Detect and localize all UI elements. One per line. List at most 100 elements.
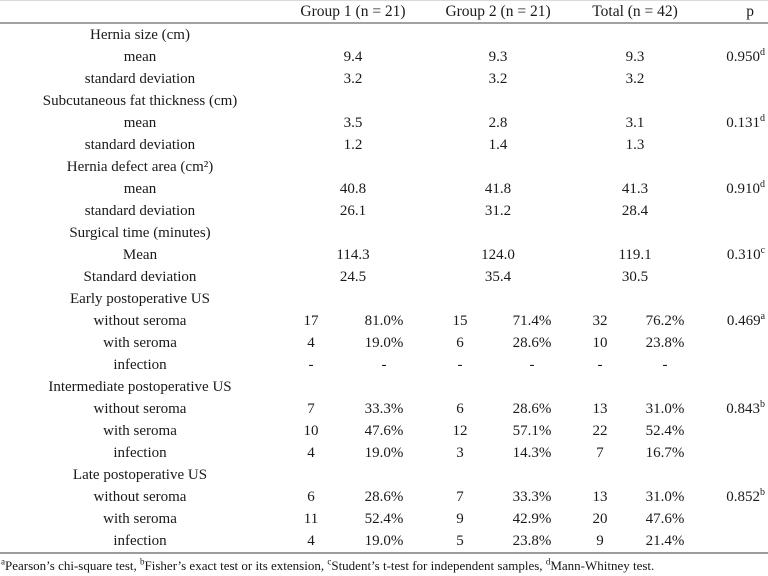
row-label: standard deviation bbox=[84, 71, 196, 87]
total-count: 9 bbox=[596, 533, 604, 549]
total-count: 7 bbox=[596, 445, 604, 461]
count-row: without seroma 6 28.6% 7 33.3% 13 31.0% … bbox=[0, 486, 768, 508]
p-value-cell bbox=[700, 134, 768, 156]
total-percent: 16.7% bbox=[645, 445, 685, 461]
section-row: Early postoperative US bbox=[0, 288, 768, 310]
group2-value: 3.2 bbox=[488, 71, 508, 87]
group2-percent: 42.9% bbox=[512, 511, 552, 527]
section-label: Hernia size (cm) bbox=[90, 27, 190, 43]
footnote: aPearson’s chi-square test, bFisher’s ex… bbox=[0, 554, 768, 574]
p-value: 0.469 bbox=[726, 313, 761, 329]
group1-count: 6 bbox=[307, 489, 315, 505]
count-row: infection 4 19.0% 5 23.8% 9 21.4% bbox=[0, 530, 768, 553]
count-row: infection 4 19.0% 3 14.3% 7 16.7% bbox=[0, 442, 768, 464]
section-label: Surgical time (minutes) bbox=[69, 225, 211, 241]
row-label: mean bbox=[123, 49, 157, 65]
group2-value: 124.0 bbox=[481, 247, 515, 263]
group2-value: 41.8 bbox=[484, 181, 512, 197]
group2-count: 6 bbox=[456, 335, 464, 351]
row-label: without seroma bbox=[93, 489, 187, 505]
empty-cell bbox=[280, 288, 768, 310]
group2-count: 6 bbox=[456, 401, 464, 417]
p-value-cell bbox=[700, 442, 768, 464]
group1-count: 11 bbox=[303, 511, 319, 527]
section-row: Hernia defect area (cm²) bbox=[0, 156, 768, 178]
total-percent: - bbox=[662, 357, 668, 373]
results-table: Group 1 (n = 21) Group 2 (n = 21) Total … bbox=[0, 0, 768, 554]
stat-row: standard deviation 26.1 31.2 28.4 bbox=[0, 200, 768, 222]
p-value: 0.310 bbox=[726, 247, 761, 263]
total-percent: 23.8% bbox=[645, 335, 685, 351]
p-value-cell: 0.843b bbox=[700, 398, 768, 420]
total-percent: 52.4% bbox=[645, 423, 685, 439]
section-label: Intermediate postoperative US bbox=[48, 379, 232, 395]
section-row: Surgical time (minutes) bbox=[0, 222, 768, 244]
group1-count: 4 bbox=[307, 445, 315, 461]
total-percent: 47.6% bbox=[645, 511, 685, 527]
p-value: 0.950 bbox=[726, 49, 761, 65]
column-header-total: Total (n = 42) bbox=[570, 0, 701, 24]
total-value: 41.3 bbox=[621, 181, 649, 197]
row-label: without seroma bbox=[93, 313, 187, 329]
p-value-cell: 0.910d bbox=[700, 178, 768, 200]
group2-percent: 33.3% bbox=[512, 489, 552, 505]
p-superscript: a bbox=[760, 311, 766, 322]
row-label: mean bbox=[123, 181, 157, 197]
group2-count: 12 bbox=[452, 423, 468, 439]
empty-cell bbox=[280, 464, 768, 486]
p-value-cell bbox=[700, 530, 768, 553]
group1-percent: 81.0% bbox=[364, 313, 404, 329]
group1-count: 4 bbox=[307, 335, 315, 351]
p-value-cell: 0.852b bbox=[700, 486, 768, 508]
total-count: 32 bbox=[592, 313, 608, 329]
p-value: 0.131 bbox=[726, 115, 761, 131]
p-superscript: d bbox=[760, 179, 766, 190]
group2-percent: 28.6% bbox=[512, 401, 552, 417]
group1-count: 17 bbox=[303, 313, 319, 329]
p-superscript: b bbox=[760, 487, 766, 498]
section-row: Hernia size (cm) bbox=[0, 23, 768, 46]
column-header-p: p bbox=[700, 0, 768, 24]
stat-row: standard deviation 1.2 1.4 1.3 bbox=[0, 134, 768, 156]
total-percent: 31.0% bbox=[645, 401, 685, 417]
group1-value: 3.2 bbox=[343, 71, 363, 87]
stat-row: Standard deviation 24.5 35.4 30.5 bbox=[0, 266, 768, 288]
count-row: with seroma 4 19.0% 6 28.6% 10 23.8% bbox=[0, 332, 768, 354]
group2-count: 5 bbox=[456, 533, 464, 549]
p-value-cell bbox=[700, 68, 768, 90]
section-row: Late postoperative US bbox=[0, 464, 768, 486]
row-label: standard deviation bbox=[84, 137, 196, 153]
footnote-superscript-d: d bbox=[545, 556, 551, 567]
stat-row: mean 3.5 2.8 3.1 0.131d bbox=[0, 112, 768, 134]
group2-count: 7 bbox=[456, 489, 464, 505]
total-percent: 76.2% bbox=[645, 313, 685, 329]
count-row: without seroma 7 33.3% 6 28.6% 13 31.0% … bbox=[0, 398, 768, 420]
p-value-cell: 0.469a bbox=[700, 310, 768, 332]
footnote-superscript-a: a bbox=[1, 556, 5, 567]
section-label: Early postoperative US bbox=[70, 291, 210, 307]
count-row: infection - - - - - - bbox=[0, 354, 768, 376]
count-row: with seroma 11 52.4% 9 42.9% 20 47.6% bbox=[0, 508, 768, 530]
total-count: 22 bbox=[592, 423, 608, 439]
group2-percent: 71.4% bbox=[512, 313, 552, 329]
section-row: Subcutaneous fat thickness (cm) bbox=[0, 90, 768, 112]
footnote-superscript-b: b bbox=[140, 556, 145, 567]
row-label-header bbox=[0, 0, 280, 24]
group1-percent: 19.0% bbox=[364, 445, 404, 461]
header-row: Group 1 (n = 21) Group 2 (n = 21) Total … bbox=[0, 0, 768, 24]
p-value: 0.852 bbox=[726, 489, 761, 505]
group1-percent: - bbox=[381, 357, 387, 373]
p-value-cell: 0.310c bbox=[700, 244, 768, 266]
row-label: Standard deviation bbox=[83, 269, 197, 285]
row-label: without seroma bbox=[93, 401, 187, 417]
p-value-cell: 0.950d bbox=[700, 46, 768, 68]
group1-percent: 52.4% bbox=[364, 511, 404, 527]
section-row: Intermediate postoperative US bbox=[0, 376, 768, 398]
total-count: 13 bbox=[592, 489, 608, 505]
group2-count: 9 bbox=[456, 511, 464, 527]
stat-row: Mean 114.3 124.0 119.1 0.310c bbox=[0, 244, 768, 266]
count-row: without seroma 17 81.0% 15 71.4% 32 76.2… bbox=[0, 310, 768, 332]
group2-percent: 28.6% bbox=[512, 335, 552, 351]
total-value: 28.4 bbox=[621, 203, 649, 219]
group1-count: 4 bbox=[307, 533, 315, 549]
